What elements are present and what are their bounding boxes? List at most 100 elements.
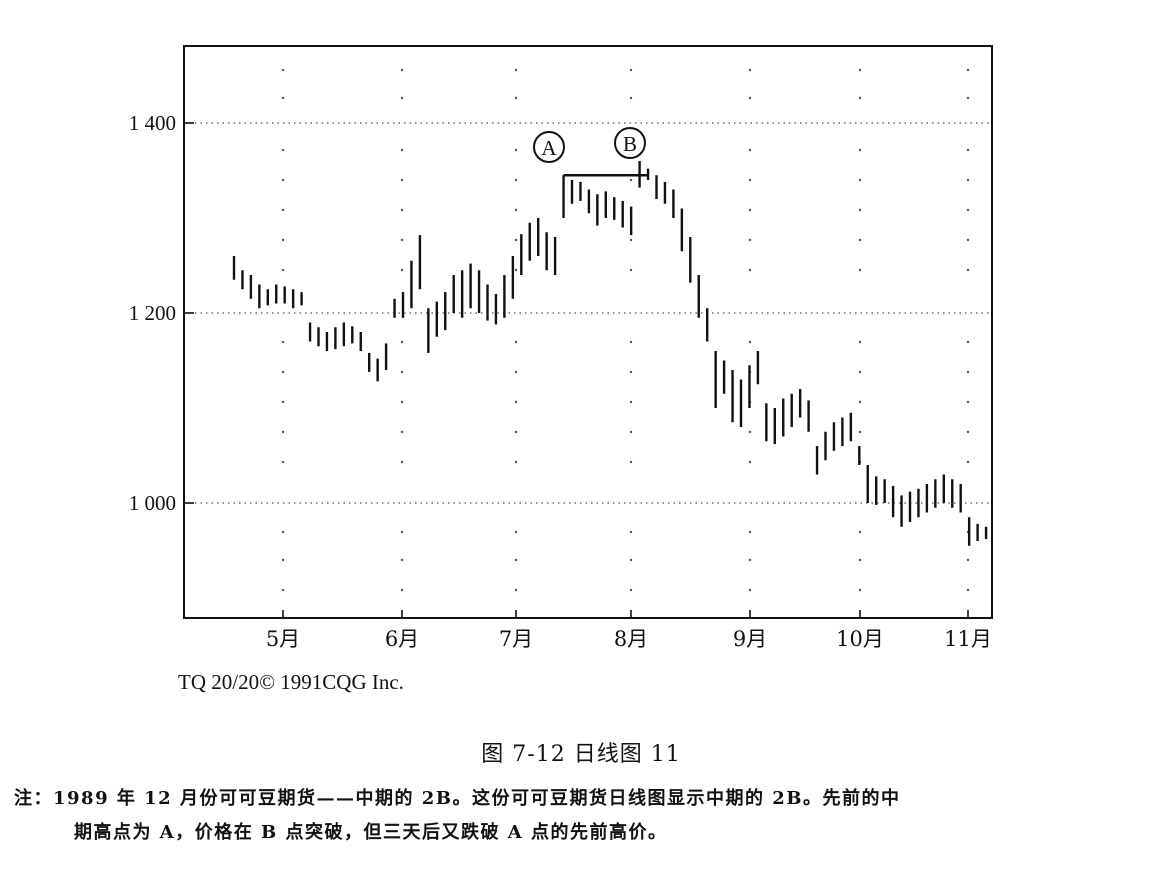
grid-dot — [400, 430, 404, 434]
annotation-label-B: B — [623, 132, 637, 156]
grid-dot — [966, 588, 970, 592]
grid-dot — [748, 268, 752, 272]
grid-dot — [281, 96, 285, 100]
grid-dot — [400, 208, 404, 212]
grid-dot — [400, 238, 404, 242]
grid-dot — [514, 68, 518, 72]
x-tick-label: 7月 — [499, 627, 533, 651]
x-axis-ticks: 5月 6月 7月 8月 9月 10月 11月 — [266, 610, 992, 651]
grid-dot — [629, 340, 633, 344]
y-axis-ticks: 1 400 1 200 1 000 — [129, 111, 194, 515]
grid-dot — [400, 460, 404, 464]
grid-dot — [281, 530, 285, 534]
y-tick-label: 1 200 — [129, 301, 176, 325]
grid-dot — [858, 96, 862, 100]
plot-frame — [183, 45, 993, 619]
grid-dot — [281, 68, 285, 72]
grid-dot — [748, 340, 752, 344]
grid-dot — [281, 268, 285, 272]
grid-dot — [966, 238, 970, 242]
grid-dot — [858, 178, 862, 182]
grid-dot — [858, 558, 862, 562]
grid-dot — [966, 400, 970, 404]
grid-dot — [629, 178, 633, 182]
grid-lines — [184, 68, 992, 592]
grid-dot — [629, 370, 633, 374]
annotation-circle-A — [533, 131, 565, 163]
grid-dot — [858, 430, 862, 434]
x-tick-label: 5月 — [266, 627, 300, 651]
grid-dot — [629, 460, 633, 464]
note-line-2: 期高点为 A，价格在 B 点突破，但三天后又跌破 A 点的先前高价。 — [74, 822, 668, 843]
grid-dot — [281, 370, 285, 374]
annotation-label-A: A — [541, 136, 557, 160]
grid-dot — [514, 178, 518, 182]
grid-dot — [514, 148, 518, 152]
note-line-1: 注：1989 年 12 月份可可豆期货——中期的 2B。这份可可豆期货日线图显示… — [14, 788, 901, 809]
grid-dot — [966, 340, 970, 344]
grid-dot — [966, 460, 970, 464]
grid-dot — [748, 96, 752, 100]
grid-dot — [858, 208, 862, 212]
grid-dot — [281, 148, 285, 152]
grid-dot — [514, 238, 518, 242]
grid-dot — [400, 268, 404, 272]
grid-dot — [858, 370, 862, 374]
grid-dot — [858, 148, 862, 152]
grid-dot — [629, 238, 633, 242]
figure-note: 注：1989 年 12 月份可可豆期货——中期的 2B。这份可可豆期货日线图显示… — [14, 782, 1154, 850]
grid-dot — [514, 370, 518, 374]
grid-dot — [281, 178, 285, 182]
grid-dot — [400, 96, 404, 100]
grid-dot — [629, 430, 633, 434]
grid-dot — [514, 268, 518, 272]
grid-dot — [281, 400, 285, 404]
grid-dot — [629, 400, 633, 404]
grid-dot — [748, 238, 752, 242]
grid-dot — [629, 68, 633, 72]
grid-dot — [748, 68, 752, 72]
grid-dot — [748, 430, 752, 434]
grid-dot — [400, 370, 404, 374]
grid-dot — [966, 430, 970, 434]
grid-dot — [514, 400, 518, 404]
grid-dot — [748, 530, 752, 534]
grid-dot — [514, 460, 518, 464]
grid-dot — [629, 588, 633, 592]
grid-dot — [966, 268, 970, 272]
x-tick-label: 10月 — [836, 627, 884, 651]
grid-dot — [514, 208, 518, 212]
grid-dot — [514, 530, 518, 534]
grid-dot — [748, 558, 752, 562]
x-tick-label: 8月 — [614, 627, 648, 651]
grid-dot — [400, 530, 404, 534]
grid-dot — [629, 530, 633, 534]
grid-dot — [748, 588, 752, 592]
grid-dot — [966, 96, 970, 100]
copyright-text: TQ 20/20© 1991CQG Inc. — [178, 670, 404, 694]
grid-dot — [514, 96, 518, 100]
grid-dot — [400, 148, 404, 152]
grid-dot — [514, 588, 518, 592]
grid-dot — [629, 558, 633, 562]
grid-dot — [748, 208, 752, 212]
grid-dot — [966, 558, 970, 562]
figure-caption: 图 7-12 日线图 11 — [481, 742, 681, 767]
grid-dot — [748, 148, 752, 152]
x-tick-label: 11月 — [944, 627, 992, 651]
annotation-circle-B — [614, 127, 646, 159]
grid-dot — [858, 238, 862, 242]
grid-dot — [629, 268, 633, 272]
grid-dot — [748, 460, 752, 464]
grid-dot — [281, 208, 285, 212]
grid-dot — [281, 558, 285, 562]
price-bars — [232, 161, 988, 546]
grid-dot — [966, 370, 970, 374]
grid-dot — [858, 340, 862, 344]
grid-dot — [514, 558, 518, 562]
grid-dot — [281, 238, 285, 242]
y-tick-label: 1 400 — [129, 111, 176, 135]
grid-dot — [966, 148, 970, 152]
